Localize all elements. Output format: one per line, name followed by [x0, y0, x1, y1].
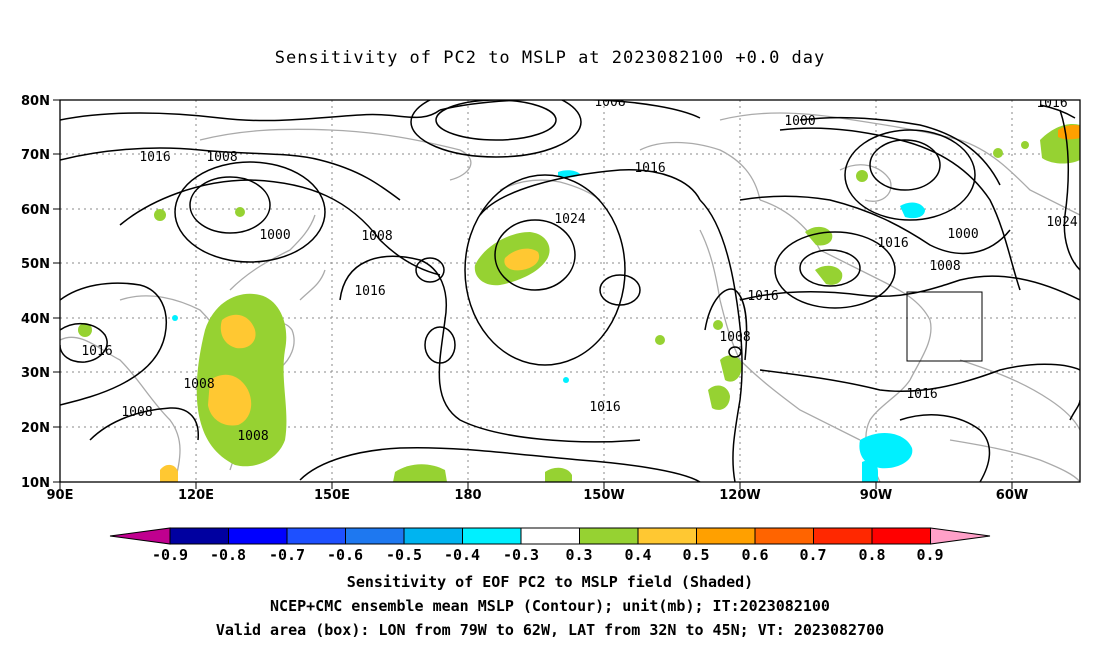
- colorbar-swatch: [345, 527, 405, 545]
- contour-label: 1016: [906, 387, 937, 402]
- lon-label: 120E: [178, 488, 214, 503]
- footer-line-3: Valid area (box): LON from 79W to 62W, L…: [215, 621, 885, 639]
- lat-label: 10N: [21, 476, 50, 491]
- lon-label: 120W: [719, 488, 760, 503]
- colorbar-label: 0.5: [682, 546, 709, 564]
- contour-label: 1000: [259, 228, 290, 243]
- contour-label: 1008: [361, 229, 392, 244]
- contour-label: 1016: [877, 236, 908, 251]
- colorbar-swatch: [520, 527, 580, 545]
- contour-label: 1016: [634, 161, 665, 176]
- valid-area-box: [906, 291, 983, 362]
- colorbar-label: -0.8: [210, 546, 246, 564]
- colorbar-swatch: [579, 527, 639, 545]
- colorbar-label: 0.9: [916, 546, 943, 564]
- contour-label: 1008: [929, 259, 960, 274]
- lon-label: 90E: [47, 488, 74, 503]
- colorbar-swatch: [696, 527, 756, 545]
- footer-line-2: NCEP+CMC ensemble mean MSLP (Contour); u…: [270, 597, 830, 615]
- chart-title: Sensitivity of PC2 to MSLP at 2023082100…: [274, 48, 826, 68]
- colorbar-swatch: [462, 527, 522, 545]
- lat-label: 30N: [21, 366, 50, 381]
- colorbar-label: -0.3: [503, 546, 539, 564]
- contour-label: 1008: [206, 150, 237, 165]
- contour-label-group: 1008 1016 1008 1000 1008 1016 1016 1024 …: [81, 95, 1077, 444]
- colorbar-swatch: [403, 527, 463, 545]
- contour-label: 1008: [237, 429, 268, 444]
- colorbar: [109, 527, 991, 545]
- colorbar-swatch: [228, 527, 288, 545]
- colorbar-label: 0.3: [565, 546, 592, 564]
- lon-label: 60W: [996, 488, 1028, 503]
- colorbar-swatch: [871, 527, 931, 545]
- contour-label: 1016: [747, 289, 778, 304]
- lat-labels: 80N 70N 60N 50N 40N 30N 20N 10N: [21, 94, 50, 491]
- mslp-contours: [60, 100, 1080, 482]
- lon-label: 180: [454, 488, 481, 503]
- colorbar-label: 0.7: [799, 546, 826, 564]
- colorbar-label: -0.4: [444, 546, 480, 564]
- colorbar-label: -0.7: [269, 546, 305, 564]
- colorbar-swatch: [754, 527, 814, 545]
- contour-label: 1024: [1046, 215, 1077, 230]
- contour-label: 1016: [139, 150, 170, 165]
- axis-ticks: [53, 99, 1013, 489]
- footer-line-1: Sensitivity of EOF PC2 to MSLP field (Sh…: [346, 573, 754, 591]
- colorbar-label: -0.5: [386, 546, 422, 564]
- contour-label: 1000: [784, 114, 815, 129]
- contour-label: 1024: [554, 212, 585, 227]
- contour-label: 1016: [81, 344, 112, 359]
- lon-label: 90W: [860, 488, 892, 503]
- lat-label: 70N: [21, 148, 50, 163]
- colorbar-label: 0.8: [858, 546, 885, 564]
- lat-label: 20N: [21, 421, 50, 436]
- colorbar-left-arrow: [109, 527, 171, 545]
- colorbar-swatch: [169, 527, 229, 545]
- lon-label: 150E: [314, 488, 350, 503]
- contour-label: 1016: [354, 284, 385, 299]
- lon-label: 150W: [583, 488, 624, 503]
- lat-label: 40N: [21, 312, 50, 327]
- contour-label: 1008: [594, 95, 625, 110]
- lat-label: 50N: [21, 257, 50, 272]
- lat-label: 80N: [21, 94, 50, 109]
- colorbar-label: 0.4: [624, 546, 651, 564]
- colorbar-label: -0.9: [152, 546, 188, 564]
- contour-label: 1000: [947, 227, 978, 242]
- lat-label: 60N: [21, 203, 50, 218]
- colorbar-right-arrow: [930, 527, 991, 545]
- colorbar-swatch: [286, 527, 346, 545]
- map-area: 1008 1016 1008 1000 1008 1016 1016 1024 …: [60, 95, 1080, 482]
- colorbar-label: 0.6: [741, 546, 768, 564]
- colorbar-label: -0.6: [327, 546, 363, 564]
- contour-label: 1008: [121, 405, 152, 420]
- sensitivity-shading: [78, 123, 1080, 482]
- colorbar-labels: -0.9 -0.8 -0.7 -0.6 -0.5 -0.4 -0.3 0.3 0…: [152, 546, 944, 564]
- contour-label: 1016: [1036, 96, 1067, 111]
- colorbar-swatch: [813, 527, 873, 545]
- map-frame: [59, 99, 1081, 483]
- contour-label: 1008: [719, 330, 750, 345]
- contour-label: 1016: [589, 400, 620, 415]
- contour-label: 1008: [183, 377, 214, 392]
- colorbar-swatch: [637, 527, 697, 545]
- lon-labels: 90E 120E 150E 180 150W 120W 90W 60W: [47, 488, 1029, 503]
